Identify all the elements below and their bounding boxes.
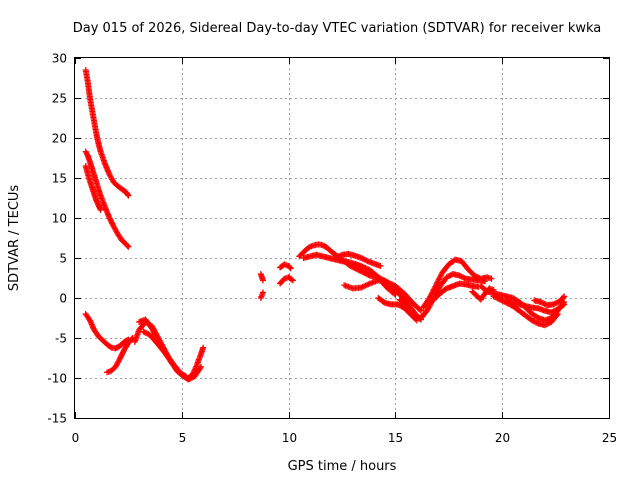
data-point	[416, 306, 423, 313]
y-tick-label: 20	[52, 132, 67, 146]
y-tick-label: 30	[52, 52, 67, 66]
data-point	[87, 318, 94, 325]
data-point	[200, 344, 207, 351]
series-arc-9	[257, 271, 266, 284]
data-point	[97, 207, 104, 213]
data-point	[287, 264, 294, 271]
x-tick-label: 0	[72, 431, 80, 445]
data-point	[89, 322, 96, 329]
series-arc-22	[430, 280, 482, 303]
series-arc-21	[420, 256, 495, 311]
data-point	[391, 290, 398, 297]
data-point	[125, 192, 132, 199]
chart-title: Day 015 of 2026, Sidereal Day-to-day VTE…	[73, 21, 602, 36]
y-axis-label: SDTVAR / TECUs	[7, 185, 22, 292]
data-point	[392, 291, 399, 298]
data-point	[125, 243, 132, 250]
series-arc-5	[104, 335, 136, 376]
data-point	[90, 324, 97, 331]
y-tick-label: -15	[47, 412, 67, 426]
y-tick-label: 0	[59, 292, 67, 306]
data-point	[197, 365, 204, 371]
data-point	[198, 363, 205, 370]
series-arc-26	[503, 297, 568, 316]
x-tick-label: 5	[179, 431, 187, 445]
data-point	[561, 301, 568, 308]
x-tick-labels: 0 5 10 15 20 25	[72, 431, 617, 445]
data-point	[84, 151, 91, 158]
y-tick-label: -10	[47, 372, 67, 386]
y-tick-label: -5	[55, 332, 67, 346]
data-point	[377, 263, 384, 269]
data-point	[124, 191, 131, 198]
x-tick-label: 25	[602, 431, 617, 445]
series-arc-3	[82, 163, 104, 213]
y-tick-label: 5	[59, 252, 67, 266]
data-point	[287, 265, 294, 272]
data-point	[88, 320, 95, 327]
data-point	[560, 302, 567, 309]
data-point	[561, 293, 568, 300]
data-point	[259, 277, 266, 284]
data-point	[124, 243, 131, 249]
data-point	[259, 289, 266, 296]
x-tick-label: 20	[495, 431, 510, 445]
series-arc-15	[332, 251, 384, 269]
y-tick-label: 15	[52, 172, 67, 186]
plot-frame	[74, 57, 610, 419]
series-arc-11	[277, 261, 294, 272]
y-tick-label: 10	[52, 212, 67, 226]
x-tick-label: 10	[282, 431, 297, 445]
data-point	[560, 294, 567, 301]
series-arc-10	[257, 289, 266, 301]
y-tick-labels: -15 -10 -5 0 5 10 15 20 25 30	[47, 52, 67, 426]
x-axis-label: GPS time / hours	[288, 459, 397, 474]
data-point	[488, 275, 495, 282]
y-tick-label: 25	[52, 92, 67, 106]
data-point	[86, 317, 93, 324]
data-point	[289, 277, 296, 284]
axis-ticks	[75, 58, 610, 419]
series-arc-12	[277, 274, 296, 287]
series-arc-8	[140, 328, 205, 383]
grid-lines	[75, 58, 609, 418]
data-point	[288, 276, 295, 283]
x-tick-label: 15	[388, 431, 403, 445]
data-point	[88, 321, 95, 328]
series-arc-25	[490, 293, 561, 329]
series-arc-1	[82, 67, 132, 199]
data-point	[553, 312, 560, 319]
series-arc-27	[531, 293, 568, 309]
data-points	[82, 67, 568, 383]
data-point	[418, 307, 425, 314]
series-arc-17	[349, 261, 399, 298]
series-arc-2	[82, 148, 132, 250]
